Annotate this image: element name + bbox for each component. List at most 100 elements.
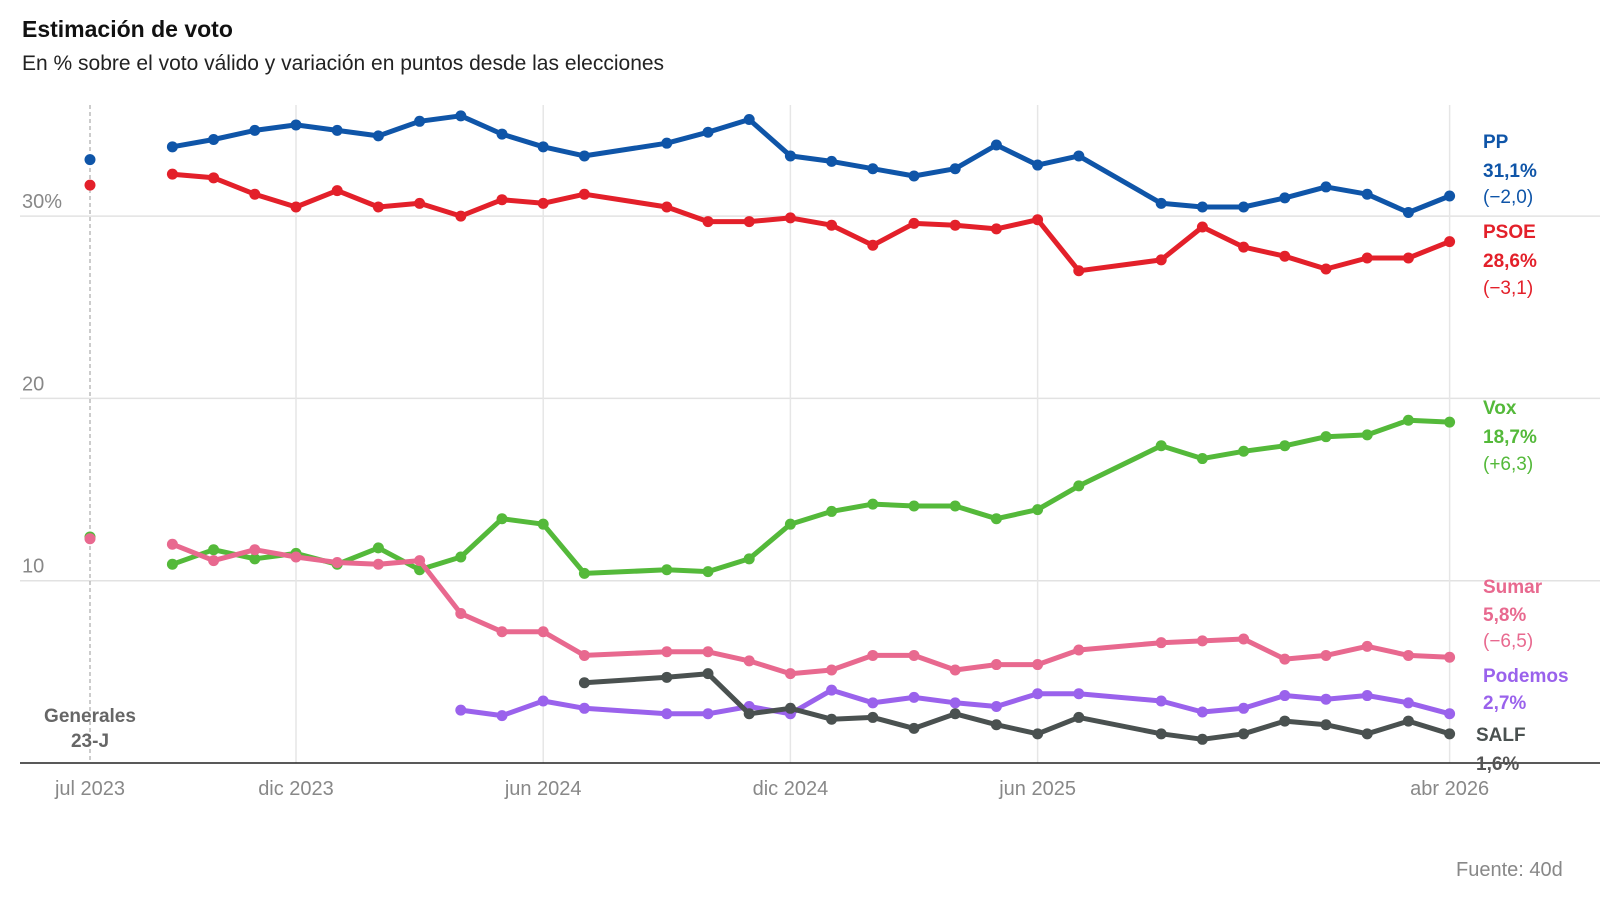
- data-point-salf: [578, 677, 590, 689]
- data-point-sumar: [949, 664, 961, 676]
- data-point-podemos: [1444, 708, 1456, 720]
- data-point-podemos: [1073, 688, 1085, 700]
- data-point-sumar: [1444, 651, 1456, 663]
- chart-subtitle: En % sobre el voto válido y variación en…: [22, 52, 665, 75]
- data-point-vox: [908, 500, 920, 512]
- data-point-podemos: [990, 700, 1002, 712]
- data-point-vox: [1444, 416, 1456, 428]
- data-point-podemos: [908, 691, 920, 703]
- data-point-salf: [784, 702, 796, 714]
- data-point-psoe: [949, 219, 961, 231]
- data-point-pp: [1032, 159, 1044, 171]
- data-point-podemos: [1238, 702, 1250, 714]
- data-point-psoe: [784, 212, 796, 224]
- data-point-pp: [1073, 150, 1085, 162]
- y-tick-label: 20: [22, 373, 44, 395]
- data-point-sumar: [414, 555, 426, 567]
- data-point-podemos: [661, 708, 673, 720]
- data-point-pp: [372, 130, 384, 142]
- data-point-salf: [1196, 733, 1208, 745]
- series-last-value: 1,6%: [1476, 754, 1519, 775]
- data-point-vox: [1279, 440, 1291, 452]
- data-point-vox: [990, 513, 1002, 525]
- data-point-sumar: [1320, 649, 1332, 661]
- data-point-sumar: [496, 626, 508, 638]
- data-point-sumar: [372, 558, 384, 570]
- data-point-psoe: [166, 168, 178, 180]
- data-point-pp: [578, 150, 590, 162]
- data-point-pp: [166, 141, 178, 153]
- data-point-psoe: [1073, 265, 1085, 277]
- data-point-sumar: [1279, 653, 1291, 665]
- data-point-psoe: [249, 188, 261, 200]
- data-point-podemos: [537, 695, 549, 707]
- data-point-salf: [908, 722, 920, 734]
- data-point-psoe: [743, 216, 755, 228]
- data-point-salf: [1279, 715, 1291, 727]
- data-point-sumar: [208, 555, 220, 567]
- y-tick-label: 30%: [22, 191, 62, 213]
- data-point-psoe: [331, 185, 343, 197]
- series-name-label: Podemos: [1483, 666, 1569, 687]
- data-point-sumar: [1238, 633, 1250, 645]
- data-point-pp: [784, 150, 796, 162]
- data-point-pp: [1320, 181, 1332, 193]
- data-point-podemos: [1155, 695, 1167, 707]
- data-point-podemos: [496, 710, 508, 722]
- data-point-vox: [661, 564, 673, 576]
- series-name-label: Sumar: [1483, 577, 1543, 598]
- data-point-sumar: [166, 538, 178, 550]
- y-tick-label: 10: [22, 556, 44, 578]
- data-point-pp: [661, 137, 673, 149]
- data-point-sumar: [290, 551, 302, 563]
- data-point-pp: [249, 124, 261, 136]
- data-point-pp: [290, 119, 302, 131]
- data-point-vox: [1073, 480, 1085, 492]
- series-line-pp: [171, 113, 1451, 215]
- data-point-vox: [372, 542, 384, 554]
- data-point-pp: [743, 113, 755, 125]
- data-point-salf: [1032, 728, 1044, 740]
- data-point-podemos: [1196, 706, 1208, 718]
- data-point-vox: [1361, 429, 1373, 441]
- data-point-salf: [1073, 711, 1085, 723]
- series-name-label: Vox: [1483, 398, 1517, 419]
- data-point-sumar: [331, 556, 343, 568]
- data-point-salf: [1238, 728, 1250, 740]
- data-point-vox: [249, 553, 261, 565]
- data-point-sumar: [249, 544, 261, 556]
- data-point-pp: [702, 126, 714, 138]
- data-point-psoe: [1320, 263, 1332, 275]
- series-change-label: (+6,3): [1483, 454, 1533, 475]
- data-point-podemos: [949, 697, 961, 709]
- data-point-psoe: [1361, 252, 1373, 264]
- series-line-salf: [584, 671, 1451, 742]
- data-point-salf: [826, 713, 838, 725]
- data-point-sumar: [784, 668, 796, 680]
- data-point-podemos: [1279, 690, 1291, 702]
- series-last-value: 2,7%: [1483, 693, 1526, 714]
- data-point-vox: [578, 567, 590, 579]
- series-last-value: 28,6%: [1483, 251, 1537, 272]
- data-point-pp: [1155, 197, 1167, 209]
- series-line-sumar: [171, 541, 1450, 677]
- data-point-vox: [1032, 504, 1044, 516]
- data-point-sumar: [455, 608, 467, 620]
- x-tick-label: dic 2023: [258, 778, 334, 800]
- data-point-psoe: [208, 172, 220, 184]
- data-point-vox: [208, 544, 220, 556]
- data-point-psoe: [290, 201, 302, 213]
- data-point-sumar: [1196, 635, 1208, 647]
- data-point-podemos: [455, 704, 467, 716]
- data-point-vox: [1196, 453, 1208, 465]
- data-point-sumar: [1073, 644, 1085, 656]
- source-note: Fuente: 40d: [1456, 859, 1563, 881]
- data-point-psoe: [455, 210, 467, 222]
- data-point-salf: [949, 708, 961, 720]
- data-point-pp: [331, 124, 343, 136]
- election-point-pp: [84, 154, 96, 166]
- data-point-salf: [990, 719, 1002, 731]
- data-point-psoe: [414, 197, 426, 209]
- data-point-vox: [949, 500, 961, 512]
